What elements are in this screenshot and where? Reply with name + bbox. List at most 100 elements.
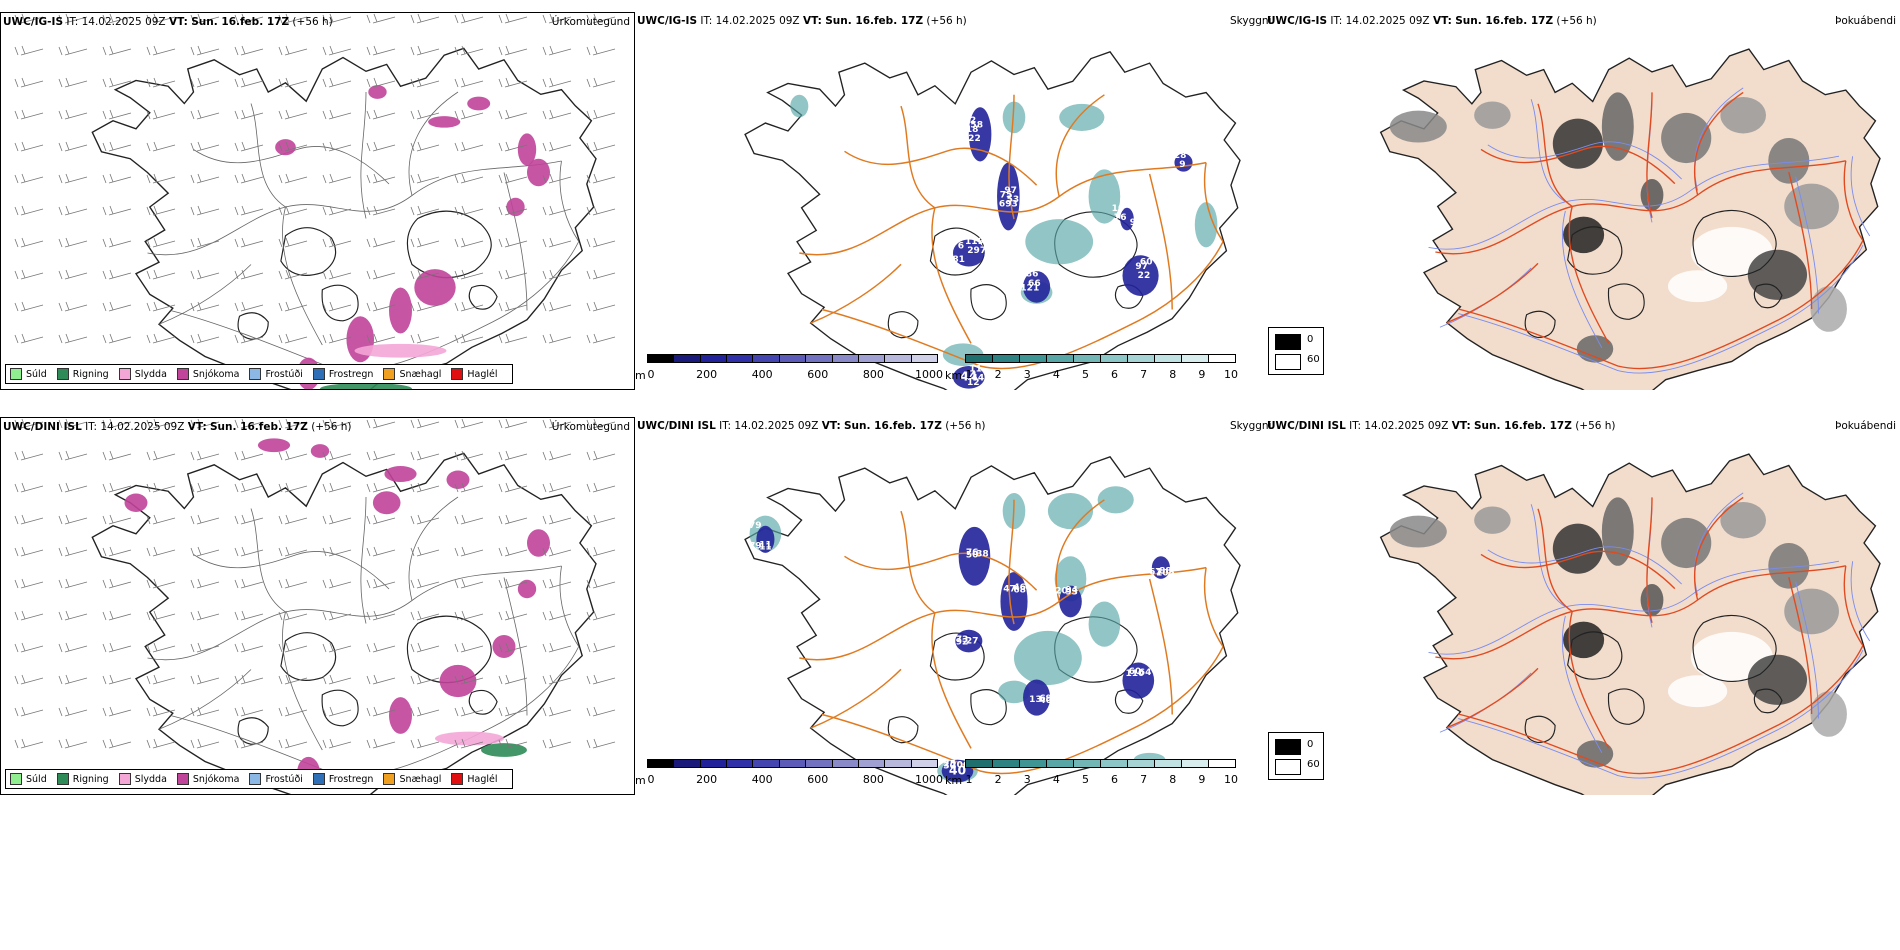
legend-item: Haglél xyxy=(451,368,498,380)
wind-barb xyxy=(542,237,572,248)
road-line xyxy=(282,206,323,346)
road-line xyxy=(799,161,1207,256)
legend-item: Frostúði xyxy=(249,773,303,785)
fog-legend-swatch xyxy=(1275,334,1301,350)
wind-barb xyxy=(190,610,220,621)
legend-swatch xyxy=(118,773,131,785)
colorbar-tick: 200 xyxy=(696,368,718,381)
fog-legend: 0 60 xyxy=(1268,732,1324,780)
visibility-value-label: 97 xyxy=(1130,218,1143,228)
precip-area xyxy=(389,697,412,734)
wind-barb xyxy=(322,269,352,280)
legend-item: Rigning xyxy=(56,368,109,380)
lead-time: (+56 h) xyxy=(926,15,967,27)
road-line xyxy=(1203,567,1224,648)
wind-barb xyxy=(234,514,264,525)
legend-swatch xyxy=(176,368,189,380)
wind-barb xyxy=(366,205,396,216)
wind-barb xyxy=(322,237,352,248)
wind-barb xyxy=(58,450,88,461)
wind-barb xyxy=(146,610,176,621)
wind-barb xyxy=(586,450,616,461)
fog-index-area xyxy=(1720,501,1766,539)
wind-barb xyxy=(366,642,396,653)
road-line xyxy=(931,207,972,344)
wind-barb xyxy=(586,45,616,56)
wind-barb xyxy=(586,141,616,152)
model-name: UWC/DINI ISL xyxy=(3,421,82,433)
lead-time: (+56 h) xyxy=(311,421,352,433)
wind-barb xyxy=(410,674,440,685)
wind-barb xyxy=(454,109,484,120)
road-line xyxy=(503,577,528,716)
lead-time: (+56 h) xyxy=(1556,15,1597,27)
wind-barb xyxy=(454,237,484,248)
colorbar-segment xyxy=(1154,759,1182,768)
wind-barb xyxy=(278,269,308,280)
wind-barb xyxy=(146,45,176,56)
wind-barb xyxy=(234,418,264,429)
river-line xyxy=(1530,504,1566,608)
map-header: UWC/IG-IS IT: 14.02.2025 09Z VT: Sun. 16… xyxy=(637,15,967,27)
wind-barb xyxy=(278,173,308,184)
colorbar-segment xyxy=(778,759,807,768)
wind-barb xyxy=(234,333,264,344)
fog-index-area xyxy=(1389,110,1447,143)
road-line xyxy=(158,669,252,730)
wind-barb xyxy=(58,674,88,685)
ceiling-value-label: 44 xyxy=(960,369,978,384)
road-line xyxy=(559,160,580,242)
wind-barb xyxy=(410,642,440,653)
road-line xyxy=(408,496,459,601)
wind-barb xyxy=(498,738,528,749)
wind-barb xyxy=(542,13,572,24)
visibility-value-label: 69 xyxy=(1039,694,1052,704)
wind-barb xyxy=(498,301,528,312)
precip-area xyxy=(481,743,527,757)
road-line xyxy=(1537,103,1573,207)
legend-label: Rigning xyxy=(72,368,109,380)
visibility-value-label: 25 xyxy=(943,759,956,769)
legend-label: Frostúði xyxy=(265,773,303,785)
wind-barb xyxy=(322,706,352,717)
river-line xyxy=(1487,546,1682,585)
glacier-outline xyxy=(887,716,919,744)
glacier-outline xyxy=(280,632,337,681)
island-fill xyxy=(1379,453,1881,795)
wind-barb xyxy=(278,13,308,24)
wind-barb xyxy=(234,13,264,24)
ceiling-colorbar: m 0 200 400 600 800 1000 xyxy=(635,759,945,789)
road-line xyxy=(1646,92,1653,218)
river-line xyxy=(1487,141,1682,180)
panel-title: Þokuábendi xyxy=(1835,15,1896,27)
fog-map xyxy=(1379,453,1881,795)
model-name: UWC/IG-IS xyxy=(637,15,698,27)
low-visibility-area xyxy=(1047,493,1094,530)
wind-barb xyxy=(542,514,572,525)
it-value: 14.02.2025 09Z xyxy=(100,421,185,433)
wind-barb xyxy=(146,333,176,344)
wind-barb xyxy=(14,77,44,88)
wind-barb xyxy=(190,642,220,653)
wind-barb xyxy=(102,674,132,685)
wind-barb xyxy=(234,77,264,88)
visibility-value-label: 693 xyxy=(999,200,1018,210)
legend-swatch xyxy=(56,368,69,380)
wind-barb xyxy=(102,205,132,216)
wind-barb xyxy=(498,237,528,248)
visibility-value-label: 67 xyxy=(1149,567,1162,577)
wind-barb xyxy=(366,706,396,717)
fog-index-area xyxy=(1576,335,1614,363)
colorbar-tick: 1000 xyxy=(915,773,943,786)
road-line xyxy=(1458,645,1864,775)
glacier-outline xyxy=(321,689,359,727)
it-value: 14.02.2025 09Z xyxy=(734,420,819,432)
map-header: UWC/DINI ISL IT: 14.02.2025 09Z VT: Sun.… xyxy=(1267,420,1616,432)
wind-barb xyxy=(14,333,44,344)
wind-barb xyxy=(410,578,440,589)
fog-legend-label: 60 xyxy=(1307,354,1320,365)
precip-area xyxy=(492,635,516,658)
visibility-value-label: 97 xyxy=(1004,186,1017,196)
wind-barb xyxy=(454,674,484,685)
